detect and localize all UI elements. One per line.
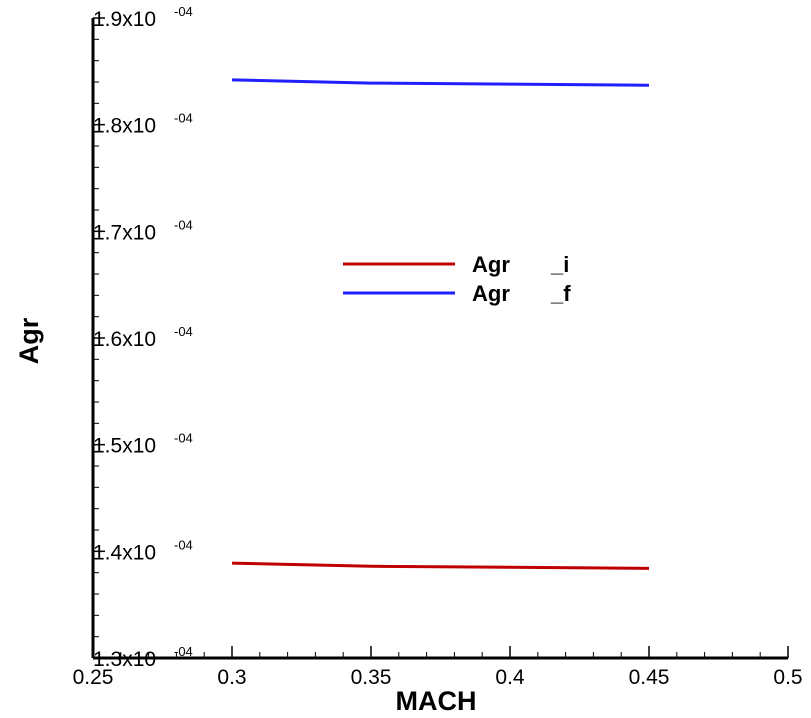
legend: Agr _i Agr _f <box>343 252 571 306</box>
x-tick-label-4: 0.45 <box>629 666 670 689</box>
x-tick-label-3: 0.4 <box>495 666 525 689</box>
x-tick-label-0: 0.25 <box>73 666 114 689</box>
legend-label-1-suffix: _i <box>550 252 569 277</box>
x-tick-label-1: 0.3 <box>217 666 246 689</box>
series-layer <box>231 78 650 570</box>
axes: 0.25 0.3 0.35 0.4 0.45 0.5 1.3x10 -04 1.4x10 -04 1… <box>73 4 803 689</box>
y-tick-exponent-1: -04 <box>174 537 193 552</box>
x-axis-title: MACH <box>396 686 477 716</box>
y-tick-exponent-5: -04 <box>174 111 193 126</box>
y-tick-label-6: 1.9x10 <box>93 8 156 31</box>
y-tick-label-2: 1.5x10 <box>93 435 156 458</box>
x-tick-label-5: 0.5 <box>773 666 802 689</box>
y-tick-label-4: 1.7x10 <box>93 221 156 244</box>
y-tick-label-1: 1.4x10 <box>93 541 156 564</box>
series-line-1 <box>231 561 650 570</box>
y-tick-exponent-4: -04 <box>174 217 193 232</box>
series-line-2 <box>231 78 650 87</box>
x-tick-label-2: 0.35 <box>351 666 392 689</box>
y-tick-exponent-6: -04 <box>174 4 193 19</box>
y-tick-exponent-2: -04 <box>174 431 193 446</box>
legend-label-2-suffix: _f <box>550 281 571 306</box>
y-axis-title: Agr <box>14 317 44 364</box>
y-tick-label-0: 1.3x10 <box>93 648 156 671</box>
y-tick-exponent-3: -04 <box>174 324 193 339</box>
y-tick-label-3: 1.6x10 <box>93 328 156 351</box>
legend-label-1-name: Agr <box>472 252 510 277</box>
legend-label-2-name: Agr <box>472 281 510 306</box>
y-tick-label-5: 1.8x10 <box>93 115 156 138</box>
y-tick-exponent-0: -04 <box>174 644 193 659</box>
